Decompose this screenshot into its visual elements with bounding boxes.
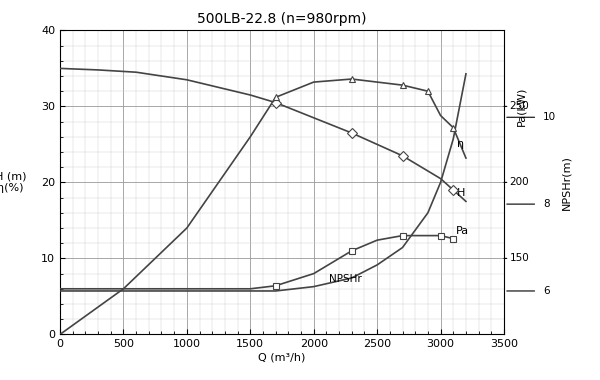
Text: η: η <box>457 139 464 149</box>
Text: 250: 250 <box>509 101 529 111</box>
Text: 200: 200 <box>509 177 529 187</box>
Y-axis label: H (m)
η(%): H (m) η(%) <box>0 172 26 193</box>
Text: Pa: Pa <box>456 226 469 236</box>
Text: H: H <box>457 188 466 198</box>
Text: Pa(kW): Pa(kW) <box>517 87 527 126</box>
Title: 500LB-22.8 (n=980rpm): 500LB-22.8 (n=980rpm) <box>197 13 367 27</box>
Text: 150: 150 <box>509 253 529 263</box>
Text: NPSHr: NPSHr <box>329 274 362 285</box>
Text: 10: 10 <box>543 112 556 122</box>
Text: 6: 6 <box>543 286 550 296</box>
Text: NPSHr(m): NPSHr(m) <box>561 155 571 210</box>
Text: 8: 8 <box>543 199 550 209</box>
X-axis label: Q (m³/h): Q (m³/h) <box>259 352 305 362</box>
